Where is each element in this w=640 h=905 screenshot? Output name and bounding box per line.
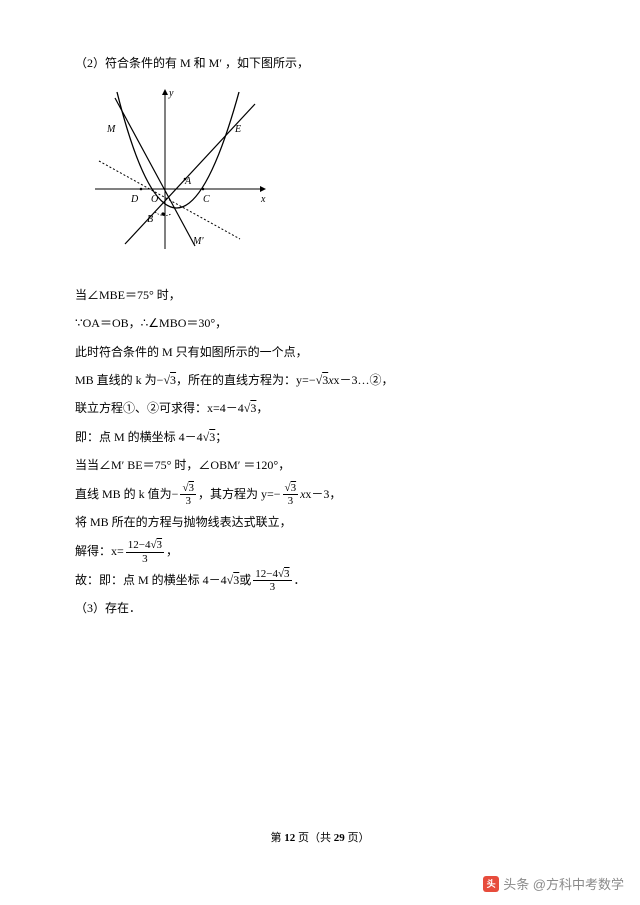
l8-b: ，其方程为 y=− [198, 487, 281, 501]
l5-a: 联立方程①、②可求得：x=4－4 [75, 401, 244, 415]
text-line-11: 故：即：点 M 的横坐标 4－4√3或12−4√33． [75, 567, 565, 594]
frac-1: √33 [180, 482, 196, 507]
watermark-logo-icon: 头 [483, 876, 499, 892]
page-footer: 第 12 页（共 29 页） [0, 829, 640, 845]
text-line-2: ∵OA＝OB，∴∠MBO＝30°， [75, 310, 565, 336]
label-o: O [151, 194, 158, 205]
text-line-4: MB 直线的 k 为−√3，所在的直线方程为：y=−√3xx－3…②， [75, 367, 565, 393]
figure-diagram: y x M E A D O C B M' [85, 84, 565, 273]
l4-b: ，所在的直线方程为：y=− [176, 373, 316, 387]
l6-b: ； [215, 430, 227, 444]
label-m: M [106, 124, 116, 135]
label-d: D [130, 194, 139, 205]
l11-b: 或 [239, 573, 251, 587]
text-line-1: 当∠MBE＝75° 时， [75, 282, 565, 308]
l8-a: 直线 MB 的 k 值为− [75, 487, 178, 501]
label-a: A [184, 176, 192, 187]
frac-4: 12−4√33 [253, 568, 291, 593]
text-line-6: 即：点 M 的横坐标 4－4√3； [75, 424, 565, 450]
watermark-text: 头条 @方科中考数学 [503, 874, 624, 893]
diagram-svg: y x M E A D O C B M' [85, 84, 275, 264]
point-c [202, 188, 205, 191]
point-b [161, 213, 164, 216]
l11-c: ． [294, 573, 306, 587]
l8-c: x－3， [305, 487, 341, 501]
frac-3: 12−4√33 [126, 539, 164, 564]
label-e: E [234, 124, 241, 135]
l5-b: ， [256, 401, 268, 415]
footer-page: 12 [284, 832, 295, 844]
watermark: 头 头条 @方科中考数学 [483, 874, 624, 893]
l10-b: ， [166, 544, 178, 558]
label-y: y [168, 88, 174, 99]
label-b: B [147, 214, 153, 225]
footer-mid: 页（共 [295, 832, 334, 844]
parabola-curve [117, 92, 239, 208]
label-mprime: M' [192, 236, 204, 247]
text-line-intro: （2）符合条件的有 M 和 M′ ，如下图所示， [75, 50, 565, 76]
text-line-8: 直线 MB 的 k 值为−√33，其方程为 y=−√33xx－3， [75, 481, 565, 508]
footer-prefix: 第 [271, 832, 285, 844]
l6-a: 即：点 M 的横坐标 4－4 [75, 430, 203, 444]
line-mprime [99, 161, 240, 239]
l4-a: MB 直线的 k 为− [75, 373, 163, 387]
text-line-12: （3）存在． [75, 595, 565, 621]
point-d [140, 188, 143, 191]
l10-a: 解得：x= [75, 544, 124, 558]
text-line-7: 当当∠M′ BE＝75° 时，∠OBM′ ＝120°， [75, 452, 565, 478]
footer-total: 29 [334, 832, 345, 844]
l11-a: 故：即：点 M 的横坐标 4－4 [75, 573, 227, 587]
text-line-3: 此时符合条件的 M 只有如图所示的一个点， [75, 339, 565, 365]
footer-suffix: 页） [345, 832, 370, 844]
frac-2: √33 [283, 482, 299, 507]
text-line-10: 解得：x=12−4√33， [75, 538, 565, 565]
label-x: x [260, 194, 266, 205]
page-content: （2）符合条件的有 M 和 M′ ，如下图所示， [0, 0, 640, 664]
text-line-5: 联立方程①、②可求得：x=4－4√3， [75, 395, 565, 421]
line-mb [115, 98, 195, 246]
label-c: C [203, 194, 210, 205]
text-line-9: 将 MB 所在的方程与抛物线表达式联立， [75, 509, 565, 535]
l4-c: x－3…②， [334, 373, 394, 387]
